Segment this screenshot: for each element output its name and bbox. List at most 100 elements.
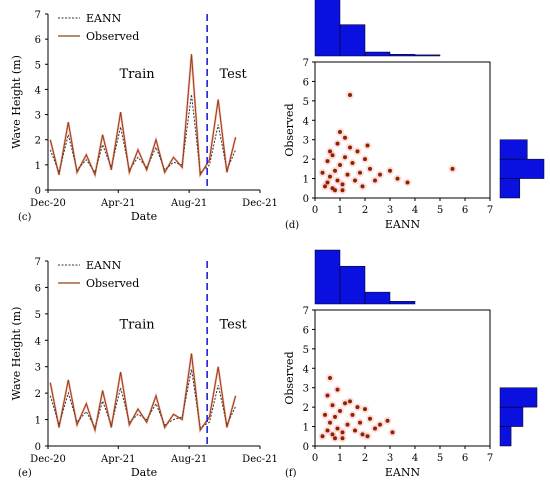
scatter-point	[328, 174, 332, 179]
train-region-label: Train	[119, 67, 155, 82]
x-tick-label: Apr-21	[100, 198, 136, 209]
scatter-point	[340, 188, 345, 193]
y-tick-label: 4	[303, 364, 309, 375]
scatter-point	[378, 172, 382, 177]
x-axis-title: EANN	[385, 218, 421, 231]
y-tick-label: 7	[303, 58, 309, 69]
legend-eann-label: EANN	[86, 12, 122, 25]
x-tick-label: Dec-21	[242, 198, 278, 209]
y-tick-label: 2	[35, 389, 41, 400]
scatter-point	[363, 157, 367, 162]
scatter-point	[358, 170, 362, 175]
y-tick-label: 0	[303, 194, 309, 205]
y-axis-title: Observed	[283, 351, 296, 404]
train-region-label: Train	[119, 317, 155, 332]
scatter-point	[378, 422, 382, 427]
y-tick-label: 1	[303, 423, 309, 434]
plot-frame	[314, 309, 491, 447]
histogram-top-bar	[389, 301, 416, 305]
scatter-point	[328, 376, 332, 380]
scatter-point	[325, 159, 330, 164]
y-tick-label: 7	[35, 10, 41, 21]
x-tick-label: 4	[412, 205, 418, 216]
legend-eann-label: EANN	[86, 259, 122, 272]
x-tick-label: 7	[487, 453, 493, 464]
x-tick-label: 0	[312, 205, 318, 216]
x-tick-label: 3	[387, 453, 393, 464]
histogram-top-bar	[414, 54, 441, 57]
scatter-point	[328, 420, 332, 425]
scatter-point	[340, 182, 345, 187]
histogram-top-bar	[364, 291, 391, 305]
histogram-top-bar	[314, 249, 341, 305]
scatter-point	[450, 166, 455, 171]
scatter-point	[330, 432, 335, 437]
histogram-top-bar	[364, 51, 391, 57]
y-tick-label: 5	[35, 310, 41, 321]
x-tick-label: 0	[312, 453, 318, 464]
scatter-point	[338, 162, 342, 167]
scatter-point	[353, 428, 357, 433]
scatter-point	[360, 184, 365, 189]
scatter-point	[340, 430, 345, 435]
x-axis-title: Date	[131, 466, 157, 479]
scatter-point	[368, 416, 372, 421]
scatter-point	[335, 387, 340, 392]
scatter-point	[373, 178, 377, 183]
y-tick-label: 0	[303, 442, 309, 453]
scatter-point	[368, 166, 372, 171]
scatter-point	[340, 436, 345, 441]
scatter-point	[328, 149, 332, 154]
scatter-point	[333, 414, 337, 419]
scatter-point	[365, 143, 370, 148]
x-axis-title: EANN	[385, 466, 421, 479]
scatter-point	[365, 434, 370, 439]
series-eann-line	[49, 94, 237, 175]
scatter-point	[325, 180, 330, 185]
scatter-point	[358, 420, 362, 425]
timeseries-panel-c: 0 1 2 3 4 5 6 7 Dec-20 Apr-21 Aug-21 Dec-21 Wave Hei…	[10, 10, 278, 223]
y-tick-label: 2	[303, 403, 309, 414]
scatter-point	[323, 412, 327, 417]
scatter-point	[373, 426, 377, 431]
histogram-right-bar	[499, 387, 538, 408]
scatter-point	[390, 430, 395, 435]
scatter-point	[350, 161, 355, 166]
scatter-point	[405, 180, 410, 185]
x-tick-label: Dec-20	[30, 454, 66, 465]
scatter-point	[330, 403, 335, 408]
scatter-point	[333, 188, 337, 193]
y-axis-title: Wave Height (m)	[10, 307, 23, 401]
x-tick-label: 1	[337, 453, 343, 464]
series-observed-line	[49, 54, 237, 177]
x-tick-label: Dec-21	[242, 454, 278, 465]
y-tick-label: 0	[35, 186, 41, 197]
x-tick-label: Aug-21	[170, 454, 207, 465]
x-tick-label: 2	[362, 453, 368, 464]
histogram-top-bar	[339, 265, 366, 305]
scatter-point	[335, 426, 340, 431]
scatter-point	[330, 153, 335, 158]
test-region-label: Test	[220, 317, 248, 332]
scatter-point	[320, 170, 325, 175]
y-tick-label: 1	[35, 416, 41, 427]
x-axis-title: Date	[131, 210, 157, 223]
y-tick-label: 0	[35, 442, 41, 453]
legend-observed-label: Observed	[86, 30, 139, 43]
x-tick-label: Dec-20	[30, 198, 66, 209]
x-tick-label: 1	[337, 205, 343, 216]
histogram-right-bar	[499, 406, 524, 427]
histogram-top-bar	[314, 0, 341, 57]
x-tick-label: 4	[412, 453, 418, 464]
scatter-point	[345, 422, 350, 427]
histogram-top-bar	[389, 54, 416, 57]
scatter-point	[343, 401, 347, 406]
timeseries-panel-e: 0 1 2 3 4 5 6 7 Dec-20 Apr-21 Aug-21 Dec-21 Wave Hei…	[10, 257, 278, 479]
scatter-point	[348, 93, 352, 98]
x-tick-label: 7	[487, 205, 493, 216]
y-tick-label: 1	[303, 175, 309, 186]
x-tick-label: 6	[462, 453, 468, 464]
scatter-point	[323, 184, 327, 189]
scatter-point	[335, 141, 340, 146]
